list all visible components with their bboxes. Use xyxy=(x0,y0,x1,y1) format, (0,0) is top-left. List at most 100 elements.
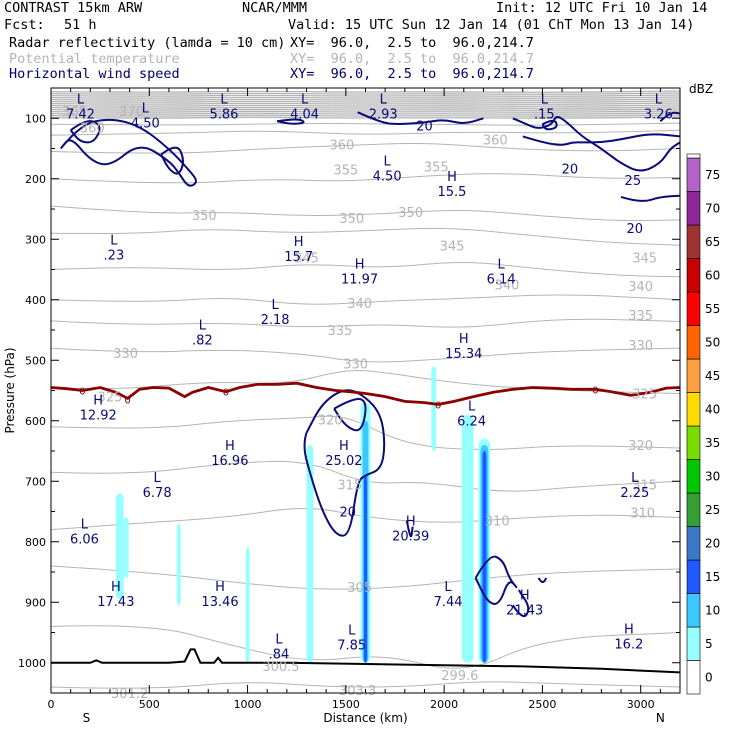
extremum-type-12: L xyxy=(498,258,506,273)
theta-line-15 xyxy=(51,129,680,136)
theta-line-14 xyxy=(51,142,680,154)
extremum-value-25: 13.46 xyxy=(201,595,238,610)
extremum-type-4: L xyxy=(380,92,388,107)
extremum-value-18: 16.96 xyxy=(211,454,248,469)
x-tick-label-2: 1000 xyxy=(234,698,262,711)
theta-label-16: 335 xyxy=(328,324,353,339)
reflectivity-cell-1 xyxy=(123,517,129,579)
wind-speed-contours xyxy=(60,111,680,618)
valid-time: Valid: 15 UTC Sun 12 Jan 14 (01 ChT Mon … xyxy=(288,17,695,33)
theta-label-4: 360 xyxy=(483,133,508,148)
y-tick-label-8: 900 xyxy=(25,596,46,609)
reflectivity-cell-12 xyxy=(482,451,487,663)
extremum-type-18: H xyxy=(225,439,235,454)
freezing-label-4: 0 xyxy=(592,385,598,396)
y-tick-label-4: 500 xyxy=(25,354,46,367)
freezing-level xyxy=(51,381,680,406)
theta-line-4 xyxy=(51,318,680,328)
extremum-type-30: L xyxy=(275,633,283,648)
y-tick-label-3: 400 xyxy=(25,294,46,307)
theta-label-9: 350 xyxy=(398,206,423,221)
extremum-type-22: H xyxy=(406,515,416,530)
colorbar-level-15: 75 xyxy=(705,168,720,182)
theta-line-7 xyxy=(51,415,680,450)
colorbar-swatch-0 xyxy=(686,660,701,695)
theta-label-10: 345 xyxy=(632,251,657,266)
wind-contour-11 xyxy=(333,398,367,432)
extremum-value-24: 17.43 xyxy=(97,595,134,610)
colorbar-swatch-15 xyxy=(686,157,701,192)
extremum-value-2: 5.86 xyxy=(209,107,238,122)
theta-upper-line-4 xyxy=(51,98,680,101)
y-tick-label-5: 600 xyxy=(25,415,46,428)
x-tick-label-5: 2500 xyxy=(528,698,556,711)
colorbar-swatch-9 xyxy=(686,358,701,393)
wind-label-1: 20 xyxy=(562,162,579,177)
extremum-type-16: H xyxy=(93,394,103,409)
extremum-value-19: 25.02 xyxy=(325,454,362,469)
theta-label-28: 310 xyxy=(485,515,510,530)
theta-label-32: 301.2 xyxy=(111,687,148,702)
theta-label-23: 320 xyxy=(318,414,343,429)
y-axis-label: Pressure (hPa) xyxy=(3,347,17,433)
extremum-value-1: 4.50 xyxy=(131,116,160,131)
theta-upper-line-6 xyxy=(51,102,680,105)
freezing-label-1: 0 xyxy=(124,396,130,407)
extremum-value-9: .23 xyxy=(104,248,125,263)
extremum-type-0: L xyxy=(77,92,85,107)
theta-upper-line-5 xyxy=(51,100,680,103)
colorbar-level-4: 20 xyxy=(705,536,720,550)
extremum-type-11: H xyxy=(355,258,365,273)
producer-label: NCAR/MMM xyxy=(242,0,308,16)
colorbar-swatch-3 xyxy=(686,559,701,594)
x-tick-label-4: 2000 xyxy=(430,698,458,711)
wind-contour-12 xyxy=(405,520,414,538)
colorbar-cap xyxy=(686,153,701,159)
field-wind-xy: XY= 96.0, 2.5 to 96.0,214.7 xyxy=(290,66,534,82)
theta-label-25: 315 xyxy=(632,478,657,493)
colorbar: dBZ 0 5 10 15 20 25 30 35 40 45 50 55 60 65 70 75 xyxy=(686,82,720,695)
wind-contour-3 xyxy=(276,118,305,125)
theta-line-8 xyxy=(51,460,680,492)
reflectivity-cell-9 xyxy=(461,414,474,663)
extremum-type-26: L xyxy=(444,580,452,595)
theta-label-27: 310 xyxy=(630,507,655,522)
colorbar-level-6: 30 xyxy=(705,469,720,483)
wind-contour-15 xyxy=(537,577,548,584)
extremum-type-5: L xyxy=(541,92,549,107)
extremum-type-15: H xyxy=(459,332,469,347)
wind-contour-4 xyxy=(357,111,484,125)
extremum-value-21: 2.25 xyxy=(620,486,649,501)
extremum-value-15: 15.34 xyxy=(445,347,482,362)
colorbar-swatch-4 xyxy=(686,526,701,561)
extremum-type-7: L xyxy=(383,155,391,170)
theta-label-18: 330 xyxy=(343,357,368,372)
colorbar-swatch-13 xyxy=(686,224,701,259)
field-theta-name: Potential temperature xyxy=(9,51,180,67)
extremum-value-8: 15.5 xyxy=(438,185,467,200)
freezing-label-3: 0 xyxy=(435,400,441,411)
wind-label-4: 20 xyxy=(340,506,357,521)
colorbar-swatch-8 xyxy=(686,392,701,427)
endpoint-left: S xyxy=(83,711,91,725)
colorbar-swatch-11 xyxy=(686,291,701,326)
extremum-value-6: 3.26 xyxy=(644,107,673,122)
colorbar-swatch-2 xyxy=(686,593,701,628)
extremum-value-22: 20.39 xyxy=(392,530,429,545)
extremum-type-23: L xyxy=(81,518,89,533)
theta-upper-line-1 xyxy=(51,92,680,95)
wind-label-0: 20 xyxy=(416,120,433,135)
extremum-value-23: 6.06 xyxy=(70,533,99,548)
reflectivity-cell-4 xyxy=(306,444,314,663)
extremum-type-19: H xyxy=(339,439,349,454)
y-tick-label-1: 200 xyxy=(25,173,46,186)
field-reflectivity-xy: XY= 96.0, 2.5 to 96.0,214.7 xyxy=(290,35,534,51)
extremum-type-14: L xyxy=(199,319,207,334)
reflectivity-cell-3 xyxy=(245,547,250,663)
init-time: Init: 12 UTC Fri 10 Jan 14 xyxy=(496,0,708,16)
theta-label-7: 350 xyxy=(192,209,217,224)
extremum-value-29: 7.85 xyxy=(337,639,366,654)
colorbar-level-10: 50 xyxy=(705,335,720,349)
colorbar-level-2: 10 xyxy=(705,603,720,617)
extremum-type-3: L xyxy=(301,92,309,107)
